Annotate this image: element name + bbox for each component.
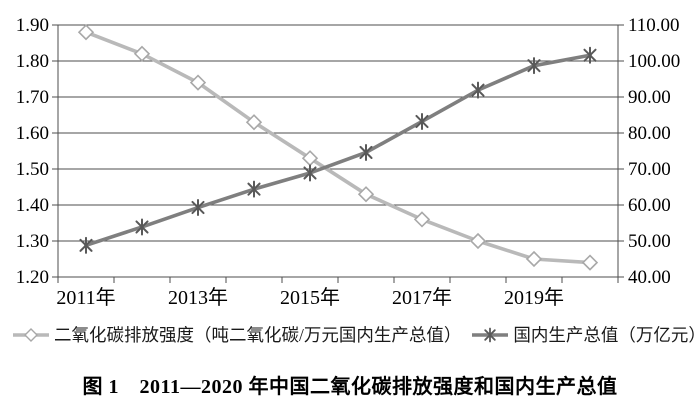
legend-label-gdp: 国内生产总值（万亿元） <box>513 325 700 345</box>
right-axis-tick-label: 40.00 <box>628 267 671 288</box>
axis-labels: 1.20 1.30 1.40 1.50 1.60 1.70 1.80 1.90 40.00 50.… <box>16 15 681 309</box>
x-axis-tick-label: 2013年 <box>168 286 228 309</box>
right-axis-tick-label: 70.00 <box>628 159 671 180</box>
right-axis-tick-label: 110.00 <box>628 15 680 36</box>
co2-intensity-markers <box>77 24 599 271</box>
right-axis-tick-label: 60.00 <box>628 195 671 216</box>
right-axis-tick-label: 80.00 <box>628 123 671 144</box>
left-axis-tick-label: 1.40 <box>16 195 49 216</box>
left-axis-tick-label: 1.60 <box>16 123 49 144</box>
line-chart: 1.20 1.30 1.40 1.50 1.60 1.70 1.80 1.90 40.00 50.… <box>16 15 681 309</box>
left-axis-tick-label: 1.30 <box>16 231 49 252</box>
legend-item-gdp: 国内生产总值（万亿元） <box>471 322 700 347</box>
co2-series-swatch-icon <box>13 327 49 342</box>
gdp-series-swatch-icon <box>472 327 509 342</box>
axis-ticks <box>52 24 624 283</box>
right-axis-tick-label: 100.00 <box>628 51 680 72</box>
x-axis-tick-label: 2017年 <box>392 286 452 309</box>
left-axis-tick-label: 1.90 <box>16 15 49 36</box>
left-axis-tick-label: 1.50 <box>16 159 49 180</box>
co2-intensity-line <box>84 30 592 265</box>
legend-item-co2-intensity: 二氧化碳排放强度（吨二氧化碳/万元国内生产总值） <box>12 322 461 347</box>
legend-label-co2-intensity: 二氧化碳排放强度（吨二氧化碳/万元国内生产总值） <box>54 325 462 345</box>
x-axis-tick-label: 2011年 <box>56 286 115 309</box>
left-axis-tick-label: 1.70 <box>16 87 49 108</box>
x-axis-tick-label: 2015年 <box>280 286 340 309</box>
right-axis-tick-label: 50.00 <box>628 231 671 252</box>
right-axis-tick-label: 90.00 <box>628 87 671 108</box>
x-axis-tick-label: 2019年 <box>504 286 564 309</box>
gridlines <box>58 24 618 278</box>
legend: 二氧化碳排放强度（吨二氧化碳/万元国内生产总值） 国内生产总值（万亿元） <box>12 322 700 347</box>
figure-caption: 图 1 2011—2020 年中国二氧化碳排放强度和国内生产总值 <box>82 376 618 398</box>
gdp-markers <box>79 46 597 254</box>
gdp-line <box>84 53 592 248</box>
left-axis-tick-label: 1.20 <box>16 267 49 288</box>
left-axis-tick-label: 1.80 <box>16 51 49 72</box>
